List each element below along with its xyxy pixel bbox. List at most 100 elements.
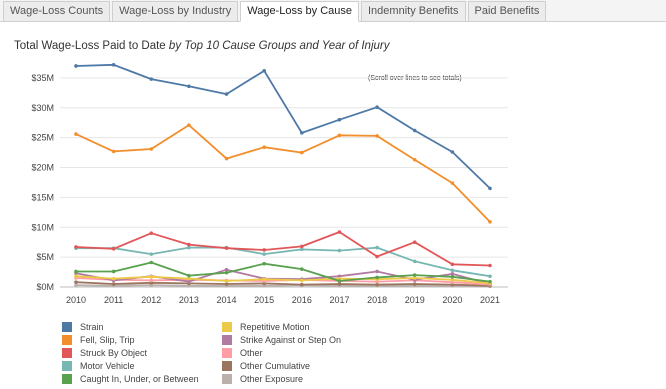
data-point[interactable] [224,156,229,161]
data-point[interactable] [300,131,304,135]
data-point[interactable] [187,279,191,284]
legend-item[interactable]: Repetitive Motion [222,322,310,332]
series-line[interactable] [76,261,491,283]
data-point[interactable] [187,276,191,281]
tab-wage-loss-counts[interactable]: Wage-Loss Counts [3,1,111,21]
legend-item[interactable]: Fell, Slip, Trip [62,335,135,345]
data-point[interactable] [300,150,304,155]
data-point[interactable] [488,263,492,268]
data-point[interactable] [300,247,304,252]
data-point[interactable] [412,157,417,162]
line-chart[interactable]: $0M $5M $10M $15M $20M $25M $30M $35M 2010 2011 20… [0,0,666,320]
legend-item[interactable]: Strain [62,322,104,332]
data-point[interactable] [450,262,455,267]
data-point[interactable] [488,186,492,191]
legend-item[interactable]: Other Cumulative [222,361,310,371]
data-point[interactable] [224,279,229,283]
series-line[interactable] [75,124,491,223]
data-point[interactable] [149,147,154,151]
data-point[interactable] [412,128,417,133]
data-point[interactable] [187,273,191,278]
data-point[interactable] [111,269,116,274]
series-line[interactable] [76,246,491,278]
data-point[interactable] [375,134,379,138]
data-point[interactable] [262,261,266,266]
data-point[interactable] [224,270,229,275]
series-line[interactable] [75,275,491,285]
series-line[interactable] [75,281,491,287]
data-point[interactable] [149,231,154,236]
data-point[interactable] [262,145,266,150]
data-point[interactable] [375,254,379,259]
data-point[interactable] [375,275,379,280]
data-point[interactable] [224,246,229,250]
legend-item[interactable]: Other Exposure [222,374,303,384]
data-point[interactable] [412,282,417,286]
data-point[interactable] [262,277,266,282]
data-point[interactable] [450,275,455,279]
data-point[interactable] [111,149,116,154]
data-point[interactable] [149,278,154,283]
data-point[interactable] [187,84,191,89]
series-line[interactable] [75,63,491,190]
data-point[interactable] [74,280,78,285]
data-point[interactable] [111,246,116,251]
data-point[interactable] [337,279,342,283]
data-point[interactable] [74,283,78,288]
data-point[interactable] [224,267,229,272]
legend-item[interactable]: Struck By Object [62,348,147,358]
data-point[interactable] [412,273,417,277]
data-point[interactable] [74,245,78,249]
tab-indemnity-benefits[interactable]: Indemnity Benefits [361,1,466,21]
tab-wage-loss-by-industry[interactable]: Wage-Loss by Industry [112,1,239,21]
legend-item[interactable]: Caught In, Under, or Between [62,374,199,384]
data-point[interactable] [74,132,78,136]
data-point[interactable] [224,92,229,96]
data-point[interactable] [262,248,266,252]
series-line[interactable] [75,231,491,267]
data-point[interactable] [488,279,492,284]
data-point[interactable] [450,181,455,185]
data-point[interactable] [149,77,154,81]
data-point[interactable] [149,252,154,256]
data-point[interactable] [300,267,304,271]
data-point[interactable] [450,272,455,276]
data-point[interactable] [412,240,417,244]
data-point[interactable] [337,282,342,286]
data-point[interactable] [412,276,417,280]
data-point[interactable] [74,269,78,274]
data-point[interactable] [149,275,154,279]
data-point[interactable] [111,62,116,67]
data-point[interactable] [450,268,455,273]
data-point[interactable] [74,274,78,279]
data-point[interactable] [337,248,342,253]
data-point[interactable] [262,252,266,256]
data-point[interactable] [300,278,304,283]
data-point[interactable] [450,150,455,154]
tab-paid-benefits[interactable]: Paid Benefits [467,1,547,21]
data-point[interactable] [300,282,304,287]
data-point[interactable] [187,123,191,127]
data-point[interactable] [337,117,342,122]
legend-item[interactable]: Other [222,348,263,358]
data-point[interactable] [74,64,78,68]
data-point[interactable] [262,68,266,73]
data-point[interactable] [111,282,116,286]
legend-item[interactable]: Motor Vehicle [62,361,135,371]
data-point[interactable] [488,220,492,224]
data-point[interactable] [375,269,379,274]
data-point[interactable] [300,244,304,249]
series-line[interactable] [75,284,491,288]
data-point[interactable] [111,276,116,281]
data-point[interactable] [375,282,379,287]
data-point[interactable] [450,278,455,282]
data-point[interactable] [375,245,379,250]
data-point[interactable] [337,230,342,234]
data-point[interactable] [149,260,154,265]
data-point[interactable] [375,105,379,109]
data-point[interactable] [488,274,492,279]
data-point[interactable] [337,133,342,138]
data-point[interactable] [187,242,191,247]
tab-wage-loss-by-cause[interactable]: Wage-Loss by Cause [240,1,359,22]
data-point[interactable] [224,282,229,286]
